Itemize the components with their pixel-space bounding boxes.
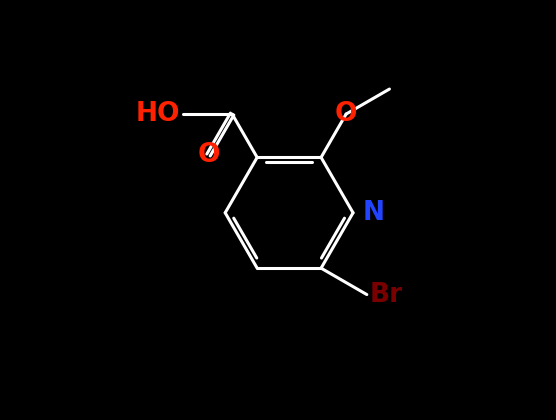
Text: N: N [363,200,385,226]
Text: Br: Br [370,281,403,307]
Text: O: O [197,142,220,168]
Text: HO: HO [136,101,180,127]
Text: O: O [335,101,358,127]
